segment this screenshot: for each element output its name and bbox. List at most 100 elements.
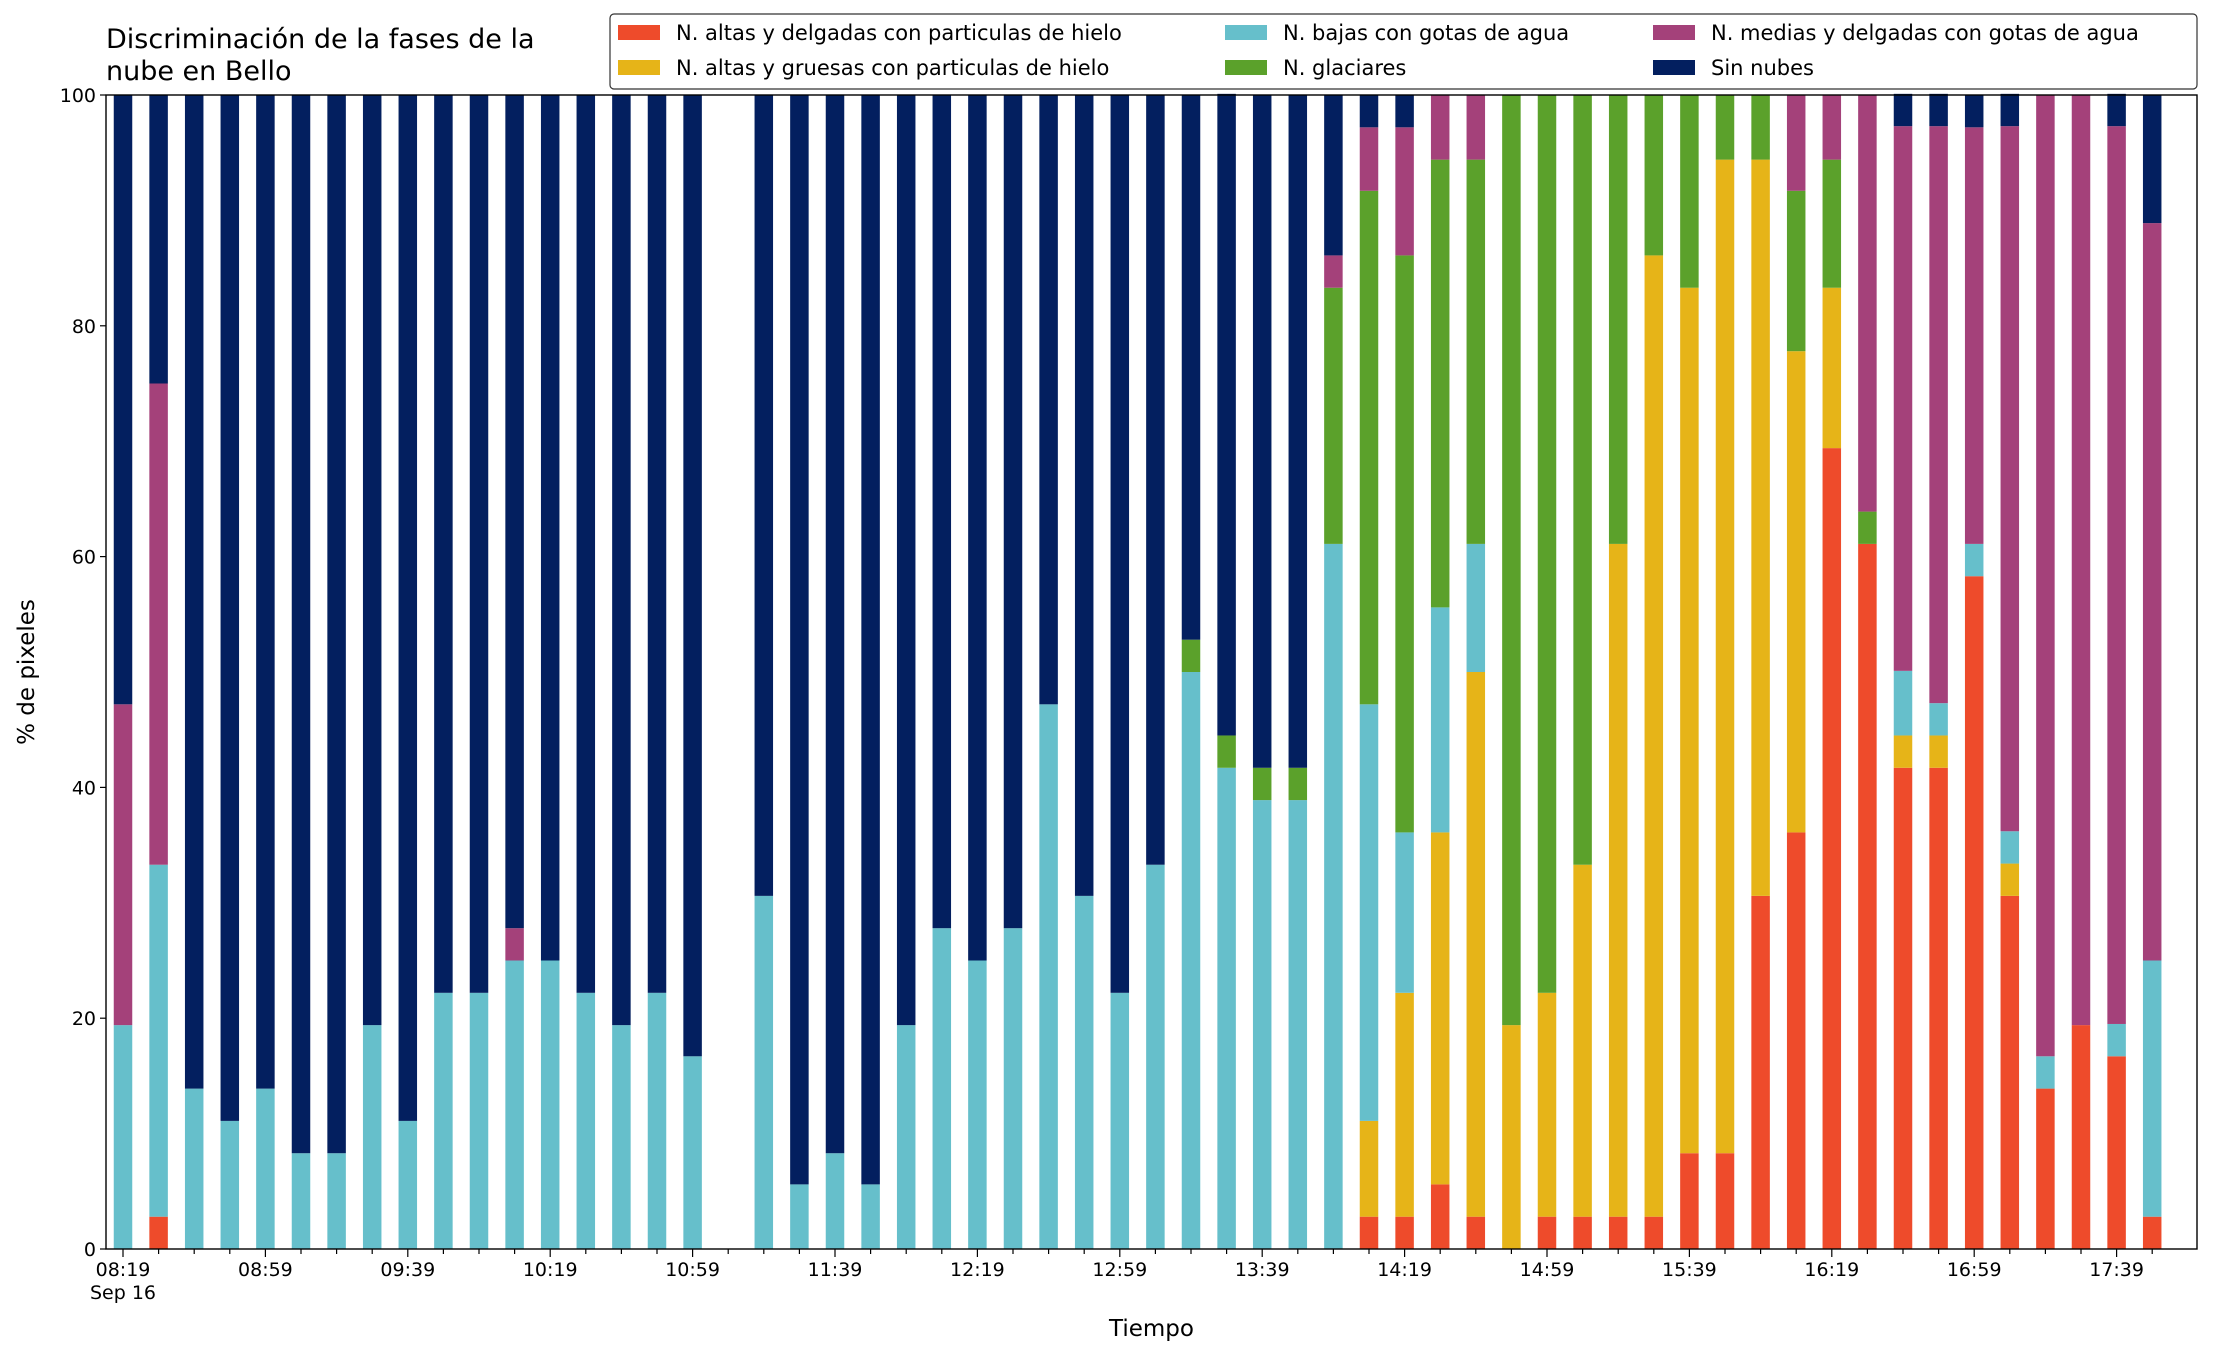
bar-segment (1608, 543, 1628, 1217)
bar-segment (1786, 95, 1806, 191)
bar-segment (1537, 992, 1557, 1217)
bar-segment (469, 95, 489, 993)
bar-segment (1964, 95, 1984, 128)
bar-segment (1502, 1025, 1521, 1249)
bar-segment (1893, 735, 1913, 768)
bar-segment (2107, 1056, 2126, 1249)
bar-segment (1858, 511, 1877, 544)
x-tick-label: 08:19 (96, 1259, 151, 1281)
bar-segment (2000, 895, 2020, 1249)
bar-segment (1715, 1153, 1735, 1249)
bar-segment (1786, 351, 1806, 833)
x-tick-label: 16:19 (1804, 1259, 1859, 1281)
bar-segment (647, 95, 667, 993)
bar-segment (220, 1120, 240, 1249)
legend-label: Sin nubes (1711, 56, 1814, 80)
bar-segment (1858, 543, 1877, 1249)
bar-segment (2036, 95, 2055, 1057)
bar-segment (1466, 95, 1486, 160)
bar-segment (1964, 127, 1984, 544)
bar-segment (754, 895, 774, 1249)
bar-segment (1537, 95, 1557, 993)
bar-segment (1288, 800, 1308, 1249)
bar-segment (1324, 287, 1343, 544)
bar-segment (790, 1184, 809, 1249)
y-tick-label: 80 (72, 316, 96, 338)
bar-segment (1217, 735, 1236, 768)
bar-segment (1822, 287, 1842, 449)
bar-segment (1430, 1184, 1450, 1249)
bar-segment (825, 95, 845, 1154)
bar-segment (1039, 95, 1058, 705)
bar-segment (1217, 93, 1236, 736)
bar-segment (256, 95, 275, 1089)
bar-segment (896, 1025, 916, 1249)
bar-segment (1893, 126, 1913, 671)
bar-segment (1466, 1216, 1486, 1249)
bar-segment (1573, 95, 1592, 865)
bar-segment (1680, 287, 1699, 1154)
bar-segment (1430, 607, 1450, 833)
bar-segment (1751, 159, 1770, 896)
bar-segment (1146, 95, 1165, 865)
bar-segment (184, 1088, 204, 1249)
bar-segment (1466, 543, 1486, 672)
bar-segment (2142, 1216, 2162, 1249)
bar-segment (1929, 767, 1948, 1249)
bar-segment (1324, 255, 1343, 288)
bar-segment (398, 1120, 418, 1249)
bar-segment (861, 95, 880, 1185)
bar-segment (1822, 159, 1842, 288)
bar-segment (113, 704, 133, 1026)
legend-swatch (618, 60, 660, 75)
x-tick-label: 17:39 (2089, 1259, 2144, 1281)
bar-segment (1715, 159, 1735, 1154)
x-tick-label: 15:39 (1662, 1259, 1717, 1281)
bar-segment (1893, 767, 1913, 1249)
bar-segment (149, 1216, 168, 1249)
y-tick-label: 20 (72, 1008, 96, 1030)
plot-frame (105, 94, 2198, 1250)
x-axis-label: Tiempo (1108, 1316, 1194, 1342)
bar-segment (434, 992, 453, 1249)
x-tick-label: 11:39 (808, 1259, 863, 1281)
bar-segment (1929, 735, 1948, 768)
bar-segment (505, 95, 524, 929)
bar-segment (1430, 832, 1450, 1185)
bar-segment (327, 1153, 346, 1249)
bar-segment (2000, 93, 2020, 127)
x-tick-label: 08:59 (238, 1259, 293, 1281)
y-tick-label: 0 (84, 1239, 96, 1261)
bar-segment (1074, 95, 1094, 896)
bar-segment (1929, 126, 1948, 704)
bar-segment (1822, 448, 1842, 1249)
bar-segment (1395, 127, 1414, 256)
bar-segment (220, 95, 240, 1121)
bar-segment (540, 960, 560, 1249)
y-axis-label: % de pixeles (14, 599, 40, 745)
bar-segment (1715, 95, 1735, 160)
bar-segment (362, 1025, 382, 1249)
legend-swatch (1653, 25, 1695, 40)
bar-segment (540, 95, 560, 961)
bar-segment (1395, 95, 1414, 128)
bar-segment (1110, 992, 1130, 1249)
x-tick-label: 16:59 (1947, 1259, 2002, 1281)
legend-swatch (1225, 60, 1267, 75)
bar-segment (2000, 863, 2020, 896)
bar-segment (149, 864, 168, 1217)
legend-label: N. glaciares (1283, 56, 1406, 80)
bar-segment (1751, 95, 1770, 160)
bar-segment (1502, 95, 1521, 1026)
bar-segment (2107, 1023, 2126, 1057)
bar-segment (968, 960, 987, 1249)
bar-segment (2142, 223, 2162, 961)
y-tick-label: 100 (60, 85, 96, 107)
bar-segment (1430, 159, 1450, 608)
bar-segment (1466, 159, 1486, 544)
bar-segment (1217, 767, 1236, 1249)
bar-segment (1074, 895, 1094, 1249)
bar-segment (1288, 95, 1308, 768)
bar-segment (1359, 95, 1379, 128)
